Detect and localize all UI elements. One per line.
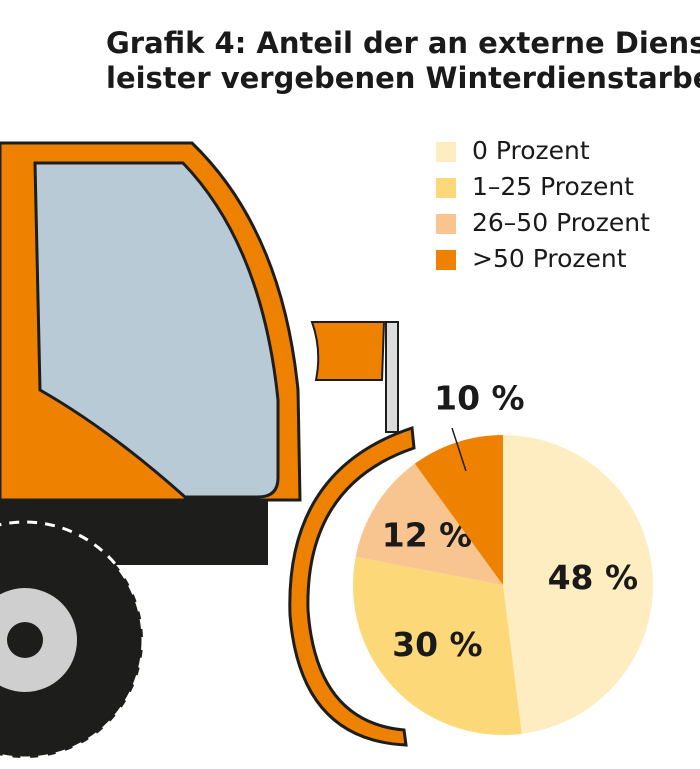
leader-line — [451, 427, 467, 472]
legend-swatch — [436, 142, 456, 162]
legend-label: 1–25 Prozent — [472, 172, 634, 201]
tractor-illustration — [0, 141, 416, 760]
tractor-window — [33, 161, 280, 499]
pie: 48 %30 %12 %10 % — [353, 378, 653, 735]
wheel-center — [7, 622, 43, 658]
legend-label: >50 Prozent — [472, 244, 627, 273]
legend-label: 0 Prozent — [472, 136, 590, 165]
chart-title: Grafik 4: Anteil der an externe Dienst- — [106, 26, 700, 60]
legend-swatch — [436, 250, 456, 270]
chart-title: leister vergebenen Winterdienstarbeiten — [106, 61, 700, 95]
pie-slice — [503, 435, 653, 734]
flag-pole — [385, 321, 399, 433]
legend-swatch — [436, 214, 456, 234]
data-label: 10 % — [434, 378, 524, 417]
pie-slice — [414, 435, 503, 585]
legend-swatch — [436, 178, 456, 198]
pie-slice — [355, 463, 503, 585]
pie-slice — [353, 556, 522, 735]
plow-blade — [288, 425, 416, 747]
data-label: 48 % — [548, 558, 638, 597]
legend: 0 Prozent 1–25 Prozent 26–50 Prozent >50 Pr… — [436, 136, 650, 273]
data-label: 30 % — [392, 625, 482, 664]
flag — [310, 321, 386, 381]
legend-label: 26–50 Prozent — [472, 208, 650, 237]
